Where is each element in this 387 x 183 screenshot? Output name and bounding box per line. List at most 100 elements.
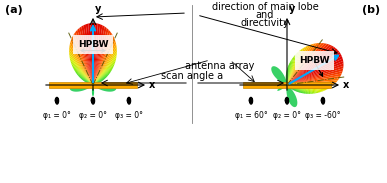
Polygon shape — [76, 72, 93, 85]
Polygon shape — [93, 70, 112, 85]
Polygon shape — [286, 70, 287, 85]
Text: and: and — [256, 10, 274, 20]
Polygon shape — [69, 46, 93, 85]
Polygon shape — [287, 85, 296, 91]
Polygon shape — [287, 85, 332, 88]
Polygon shape — [286, 76, 287, 85]
Polygon shape — [93, 25, 104, 85]
Polygon shape — [286, 72, 287, 85]
Polygon shape — [93, 23, 96, 85]
Polygon shape — [93, 32, 112, 85]
Polygon shape — [93, 66, 114, 85]
Polygon shape — [87, 83, 93, 85]
Text: φ₃ = -60°: φ₃ = -60° — [305, 111, 341, 120]
Polygon shape — [287, 85, 317, 94]
Polygon shape — [93, 52, 117, 85]
Polygon shape — [287, 43, 325, 85]
Polygon shape — [287, 85, 309, 94]
Polygon shape — [287, 85, 304, 94]
Polygon shape — [81, 25, 93, 85]
Polygon shape — [287, 85, 302, 93]
Text: x: x — [343, 80, 349, 90]
Polygon shape — [85, 81, 93, 85]
Polygon shape — [93, 79, 104, 85]
Polygon shape — [287, 54, 342, 85]
Polygon shape — [86, 24, 93, 85]
Polygon shape — [93, 84, 96, 85]
Polygon shape — [287, 85, 290, 88]
Polygon shape — [73, 34, 93, 85]
Polygon shape — [93, 78, 106, 85]
Text: antenna array: antenna array — [185, 61, 255, 71]
Polygon shape — [93, 74, 109, 85]
Polygon shape — [287, 61, 344, 85]
Polygon shape — [93, 84, 98, 85]
Polygon shape — [287, 85, 288, 86]
Polygon shape — [93, 24, 100, 85]
Polygon shape — [71, 63, 93, 85]
Polygon shape — [287, 46, 306, 85]
Polygon shape — [76, 30, 93, 85]
Polygon shape — [69, 49, 93, 85]
Polygon shape — [287, 56, 342, 85]
Text: (a): (a) — [5, 5, 23, 15]
Polygon shape — [287, 68, 343, 85]
Polygon shape — [287, 55, 295, 85]
Polygon shape — [93, 39, 115, 85]
Text: y: y — [95, 4, 101, 14]
Polygon shape — [74, 70, 93, 85]
Polygon shape — [287, 85, 312, 94]
Polygon shape — [287, 43, 327, 85]
Polygon shape — [91, 23, 93, 85]
Polygon shape — [93, 76, 108, 85]
Text: directivity: directivity — [241, 18, 289, 28]
Text: HPBW: HPBW — [78, 40, 108, 49]
Polygon shape — [93, 58, 116, 85]
Polygon shape — [82, 79, 93, 85]
Polygon shape — [287, 68, 288, 85]
Polygon shape — [80, 78, 93, 85]
Polygon shape — [93, 60, 116, 85]
Polygon shape — [93, 55, 116, 85]
Polygon shape — [93, 23, 98, 85]
Polygon shape — [77, 28, 93, 85]
Polygon shape — [73, 68, 93, 85]
Polygon shape — [93, 83, 116, 92]
Polygon shape — [287, 85, 307, 94]
Polygon shape — [71, 39, 93, 85]
Polygon shape — [287, 63, 344, 85]
Polygon shape — [74, 32, 93, 85]
Polygon shape — [93, 24, 103, 85]
Polygon shape — [70, 58, 93, 85]
Text: (b): (b) — [362, 5, 380, 15]
Polygon shape — [287, 73, 342, 85]
Polygon shape — [287, 85, 293, 90]
Polygon shape — [88, 23, 93, 85]
Polygon shape — [79, 27, 93, 85]
Polygon shape — [287, 84, 334, 86]
Polygon shape — [70, 41, 93, 85]
Polygon shape — [93, 34, 113, 85]
Polygon shape — [287, 44, 314, 85]
Text: φ₂ = 0°: φ₂ = 0° — [79, 111, 107, 120]
Text: y: y — [289, 4, 295, 14]
Polygon shape — [286, 81, 287, 85]
Polygon shape — [93, 44, 116, 85]
Polygon shape — [287, 71, 342, 85]
Polygon shape — [287, 51, 299, 85]
Polygon shape — [286, 82, 287, 85]
Polygon shape — [93, 68, 113, 85]
Polygon shape — [286, 79, 287, 85]
Text: HPBW: HPBW — [300, 56, 330, 65]
Polygon shape — [287, 76, 341, 85]
Polygon shape — [89, 84, 93, 85]
Polygon shape — [287, 85, 320, 93]
Polygon shape — [93, 63, 115, 85]
Text: φ₁ = 60°: φ₁ = 60° — [235, 111, 267, 120]
Polygon shape — [287, 78, 339, 85]
Polygon shape — [93, 82, 100, 85]
Text: φ₂ = 0°: φ₂ = 0° — [273, 111, 301, 120]
Polygon shape — [93, 81, 103, 85]
Polygon shape — [287, 85, 288, 86]
Polygon shape — [287, 85, 289, 87]
